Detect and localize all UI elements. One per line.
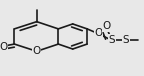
Text: O: O: [94, 28, 103, 38]
Text: O: O: [102, 21, 111, 31]
Text: O: O: [33, 46, 41, 56]
Text: O: O: [0, 42, 8, 52]
Text: S: S: [108, 35, 115, 45]
Text: S: S: [123, 35, 129, 45]
